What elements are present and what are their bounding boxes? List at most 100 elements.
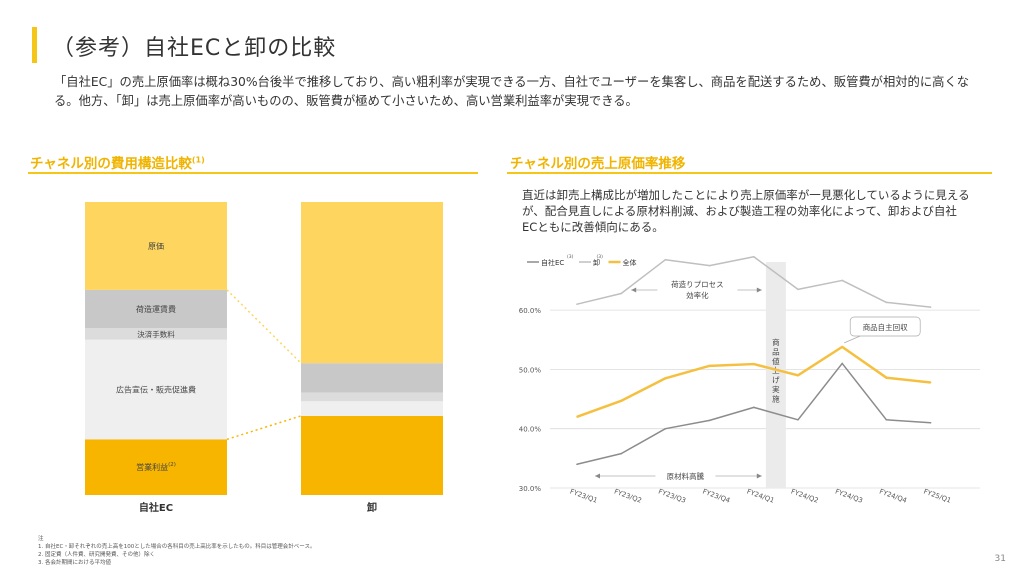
series-point-1-2 <box>664 258 667 261</box>
legend-sup-0: (3) <box>567 254 574 260</box>
recall-callout-label: 商品自主回収 <box>863 322 908 332</box>
bar-segment-0-3 <box>85 289 227 328</box>
left-section-title-text: チャネル別の費用構造比較 <box>30 156 192 172</box>
footnotes: 注 1. 自社EC・卸それぞれの売上高を100とした場合の各科目の売上高比率を示… <box>38 535 316 567</box>
process-arrow-head-right <box>756 287 762 293</box>
legend-label-1: 卸 <box>593 258 600 267</box>
series-point-1-3 <box>708 264 711 267</box>
footnote-heading: 注 <box>38 536 44 542</box>
price-up-char-0: 商 <box>772 337 780 347</box>
process-label-bg <box>657 278 738 304</box>
price-up-band <box>765 262 786 488</box>
bar-connector-layer <box>226 289 302 441</box>
left-section-title-sup: (1) <box>191 155 205 165</box>
series-point-0-6 <box>841 362 843 365</box>
series-point-1-7 <box>885 301 888 304</box>
series-point-2-4 <box>753 363 755 365</box>
bar-segment-1-0 <box>301 415 443 495</box>
series-point-0-5 <box>797 419 799 421</box>
x-tick-label-0: FY23/Q1 <box>569 487 599 504</box>
y-tick-label-1: 40.0% <box>519 426 542 434</box>
bar-segment-1-3 <box>301 363 443 393</box>
material-arrow-head-right <box>756 473 762 479</box>
x-tick-label-4: FY24/Q1 <box>746 487 776 504</box>
material-label: 原材料高騰 <box>667 471 705 481</box>
legend-label-0: 自社EC <box>541 258 564 267</box>
segment-label-sup-0: (2) <box>168 462 176 468</box>
bar-category-label-0: 自社EC <box>139 501 173 514</box>
series-layer <box>576 255 932 466</box>
series-point-2-7 <box>885 376 888 379</box>
footnote-2: 2. 固定費（人件費、研究開発費、その他）除く <box>38 552 155 558</box>
series-point-0-7 <box>885 419 888 421</box>
series-point-0-2 <box>664 427 667 430</box>
series-point-2-1 <box>620 400 622 402</box>
segment-label-4: 原価 <box>148 241 164 251</box>
page-description: 「自社EC」の売上原価率は概ね30%台後半で推移しており、高い粗利率が実現できる… <box>54 75 970 108</box>
x-tick-label-1: FY23/Q2 <box>613 487 643 504</box>
right-section-title: チャネル別の売上原価率推移 <box>510 156 686 172</box>
series-point-2-2 <box>664 377 667 380</box>
material-label-bg <box>655 469 716 482</box>
grid-layer <box>550 309 980 489</box>
x-tick-label-2: FY23/Q3 <box>657 487 687 504</box>
material-arrow-head-left <box>595 473 600 479</box>
series-point-0-4 <box>753 406 755 409</box>
price-up-char-6: 施 <box>772 393 780 403</box>
series-point-1-8 <box>929 306 932 308</box>
segment-label-3: 荷造運賃費 <box>136 304 176 314</box>
series-point-1-5 <box>797 288 799 291</box>
series-point-2-8 <box>929 381 932 384</box>
legend-sup-1: (3) <box>597 254 604 260</box>
segment-label-2: 決済手数料 <box>137 329 175 339</box>
bar-segment-0-0 <box>85 439 227 495</box>
title-accent-bar <box>32 27 37 63</box>
series-point-0-8 <box>929 421 932 424</box>
series-point-1-1 <box>620 292 622 295</box>
page-title: （参考）自社ECと卸の比較 <box>52 36 337 61</box>
recall-callout-box <box>849 316 921 337</box>
price-up-char-5: 実 <box>772 384 780 394</box>
y-tick-label-2: 50.0% <box>519 366 542 374</box>
profit-connector <box>226 415 302 441</box>
process-arrow-head-left <box>631 287 637 293</box>
x-tick-label-5: FY24/Q2 <box>790 487 820 504</box>
series-point-0-3 <box>708 419 711 422</box>
legend-layer: 自社EC(3)卸(3)全体 <box>527 254 637 267</box>
right-section-underline <box>507 172 992 174</box>
right-section-description: 直近は卸売上構成比が増加したことにより売上原価率が一見悪化しているように見えるが… <box>522 188 970 234</box>
bar-segment-1-4 <box>301 202 443 364</box>
left-section-title: チャネル別の費用構造比較(1) <box>30 152 205 173</box>
bar-segment-0-1 <box>85 339 227 440</box>
series-point-2-0 <box>576 416 578 418</box>
left-section-underline <box>28 172 478 174</box>
footnote-3: 3. 各会計期間における平均値 <box>38 560 111 566</box>
bar-category-label-1: 卸 <box>367 501 377 514</box>
x-tick-label-7: FY24/Q4 <box>878 487 908 504</box>
process-label-line2: 効率化 <box>686 290 709 300</box>
series-point-0-0 <box>576 463 578 466</box>
bar-layer <box>85 202 443 495</box>
series-point-0-1 <box>620 452 622 455</box>
series-point-2-5 <box>797 374 799 377</box>
cost-connector <box>226 289 302 364</box>
y-tick-label-3: 60.0% <box>519 307 542 315</box>
series-line-0 <box>576 362 931 466</box>
x-tick-label-8: FY25/Q1 <box>922 487 952 504</box>
price-up-char-1: 品 <box>772 347 780 356</box>
series-point-1-6 <box>841 279 843 282</box>
segment-label-1: 広告宣伝・販売促進費 <box>116 385 196 395</box>
x-tick-label-3: FY23/Q4 <box>701 487 731 504</box>
series-line-2 <box>576 345 931 419</box>
bar-segment-1-1 <box>301 401 443 416</box>
footnote-1: 1. 自社EC・卸それぞれの売上高を100とした場合の各科目の売上高比率を示した… <box>38 544 316 550</box>
segment-label-0: 営業利益(2) <box>136 462 176 472</box>
bar-segment-0-2 <box>85 327 227 340</box>
legend-label-2: 全体 <box>623 258 637 267</box>
page-number: 31 <box>994 554 1006 564</box>
process-label-line1: 荷造りプロセス <box>671 279 724 289</box>
price-up-char-2: 値 <box>772 356 780 366</box>
